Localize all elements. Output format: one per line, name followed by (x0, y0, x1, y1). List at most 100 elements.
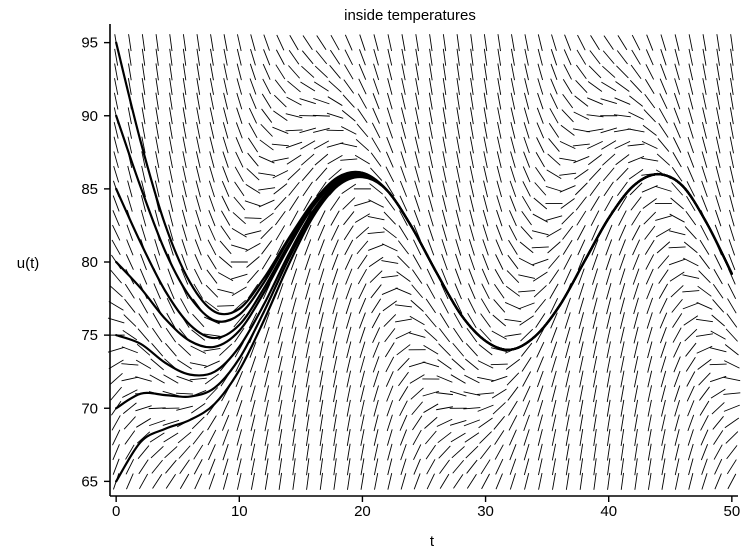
slope-segment (170, 78, 173, 95)
slope-segment (484, 181, 488, 198)
slope-segment (621, 444, 624, 461)
slope-segment (343, 198, 355, 210)
slope-segment (660, 79, 667, 95)
slope-segment (333, 298, 338, 314)
slope-segment (139, 460, 148, 474)
slope-segment (442, 210, 446, 226)
slope-segment (443, 181, 447, 198)
slope-segment (183, 107, 186, 124)
slope-segment (548, 154, 561, 165)
slope-segment (398, 358, 410, 370)
slope-segment (457, 93, 460, 110)
slope-segment (593, 356, 596, 373)
y-tick-label: 80 (81, 254, 98, 271)
slope-segment (591, 211, 599, 226)
slope-segment (442, 254, 448, 270)
slope-segment (320, 400, 323, 417)
slope-segment (642, 186, 658, 193)
slope-segment (468, 298, 476, 313)
slope-segment (566, 458, 569, 475)
slope-segment (621, 356, 624, 373)
slope-segment (467, 474, 476, 488)
slope-segment (456, 210, 460, 226)
slope-segment (647, 35, 653, 51)
slope-segment (429, 181, 433, 197)
slope-segment (618, 35, 627, 49)
slope-segment (388, 473, 392, 490)
slope-segment (209, 181, 214, 197)
slope-segment (293, 429, 296, 446)
slope-segment (278, 327, 282, 343)
slope-segment (688, 122, 693, 138)
slope-segment (429, 122, 432, 139)
slope-segment (437, 419, 452, 426)
slope-segment (374, 385, 379, 401)
slope-segment (483, 210, 488, 226)
slope-segment (518, 275, 535, 279)
slope-segment (250, 64, 255, 80)
slope-segment (647, 298, 653, 314)
y-tick-label: 70 (81, 400, 98, 417)
slope-segment (498, 63, 501, 80)
slope-segment (670, 214, 685, 222)
slope-segment (303, 182, 313, 196)
slope-segment (700, 401, 709, 416)
slope-segment (182, 195, 186, 211)
slope-segment (601, 141, 616, 150)
slope-segment (658, 138, 669, 151)
slope-segment (369, 257, 383, 267)
slope-segment (552, 458, 555, 475)
slope-segment (288, 66, 299, 79)
slope-segment (620, 269, 625, 285)
slope-segment (635, 400, 638, 417)
slope-segment (279, 385, 282, 402)
slope-segment (142, 63, 145, 80)
slope-segment (525, 78, 529, 95)
slope-segment (683, 303, 699, 309)
slope-segment (593, 371, 596, 388)
slope-segment (644, 212, 656, 224)
slope-segment (112, 415, 120, 430)
slope-segment (292, 341, 296, 358)
slope-segment (594, 414, 597, 431)
slope-segment (370, 271, 382, 283)
slope-segment (457, 122, 460, 139)
slope-segment (156, 122, 159, 139)
slope-segment (643, 125, 657, 135)
slope-segment (344, 65, 353, 80)
slope-segment (236, 152, 243, 167)
slope-segment (265, 371, 269, 388)
slope-segment (672, 299, 683, 312)
slope-segment (113, 459, 119, 475)
slope-segment (442, 239, 447, 255)
slope-segment (262, 94, 271, 109)
slope-segment (456, 195, 460, 212)
slope-segment (251, 49, 256, 65)
slope-segment (278, 356, 282, 373)
slope-segment (443, 78, 446, 95)
slope-segment (520, 316, 534, 325)
slope-segment (715, 210, 721, 226)
slope-segment (550, 93, 557, 108)
slope-segment (443, 151, 446, 168)
slope-segment (674, 342, 681, 357)
slope-segment (397, 345, 410, 355)
slope-segment (110, 373, 123, 384)
slope-segment (155, 210, 159, 226)
slope-segment (387, 386, 393, 402)
slope-segment (279, 429, 282, 446)
slope-segment (484, 93, 487, 110)
slope-segment (333, 327, 337, 344)
slope-segment (347, 473, 350, 490)
slope-segment (505, 334, 522, 337)
slope-segment (619, 239, 625, 255)
slope-segment (482, 269, 489, 285)
slope-segment (292, 371, 295, 388)
slope-segment (632, 35, 640, 50)
slope-segment (237, 34, 241, 51)
slope-segment (425, 329, 438, 340)
slope-segment (372, 123, 380, 138)
slope-segment (443, 122, 446, 139)
slope-segment (648, 444, 651, 461)
slope-segment (115, 64, 118, 81)
